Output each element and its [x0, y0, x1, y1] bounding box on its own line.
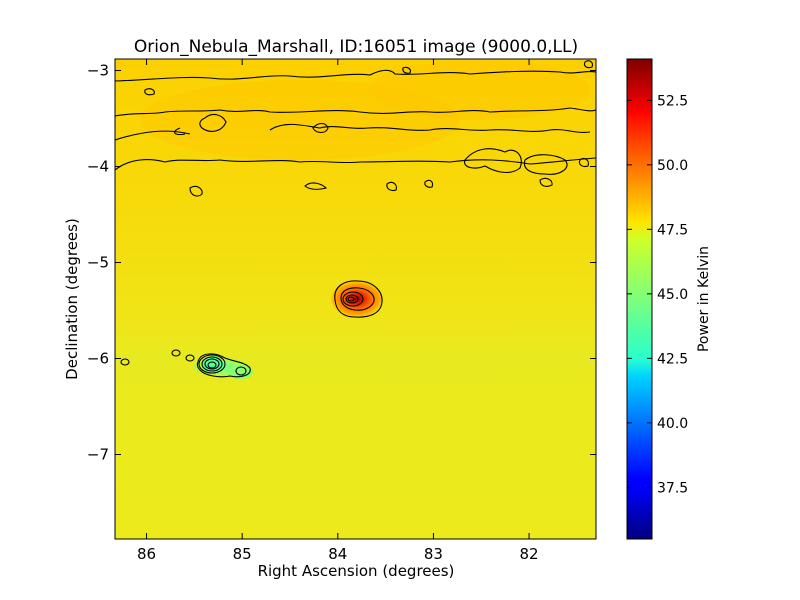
colorbar: [626, 58, 653, 540]
x-tick-label: 83: [424, 545, 443, 563]
colorbar-ticks: 37.5 40.0 42.5 45.0 47.5 50.0 52.5: [627, 93, 688, 496]
colorbar-tick-label: 37.5: [657, 480, 688, 496]
colorbar-label: Power in Kelvin: [696, 246, 712, 352]
y-axis: −3 −4 −5 −6 −7: [87, 62, 596, 464]
y-tick-label: −4: [87, 158, 109, 176]
y-tick-label: −6: [87, 350, 109, 368]
x-tick-label: 86: [137, 545, 156, 563]
chart-title: Orion_Nebula_Marshall, ID:16051 image (9…: [134, 37, 578, 57]
colorbar-tick-label: 45.0: [657, 287, 688, 303]
y-tick-label: −3: [87, 62, 109, 80]
colorbar-tick-label: 52.5: [657, 93, 688, 109]
y-tick-label: −5: [87, 254, 109, 272]
colorbar-tick-label: 40.0: [657, 416, 688, 432]
colorbar-tick-label: 42.5: [657, 351, 688, 367]
x-tick-label: 85: [233, 545, 252, 563]
heatmap-image: [115, 59, 596, 539]
y-tick-label: −7: [87, 446, 109, 464]
hot-spot-contours: [334, 280, 383, 318]
x-axis: 86 85 84 83 82: [137, 59, 539, 563]
x-axis-label: Right Ascension (degrees): [258, 562, 455, 580]
plot-frame: [114, 58, 597, 540]
cold-spot-contours: [120, 349, 251, 378]
y-axis-label: Declination (degrees): [63, 218, 81, 380]
colorbar-tick-label: 50.0: [657, 158, 688, 174]
colorbar-tick-label: 47.5: [657, 222, 688, 238]
contour-lines: [115, 60, 596, 197]
x-tick-label: 84: [328, 545, 347, 563]
x-tick-label: 82: [520, 545, 539, 563]
